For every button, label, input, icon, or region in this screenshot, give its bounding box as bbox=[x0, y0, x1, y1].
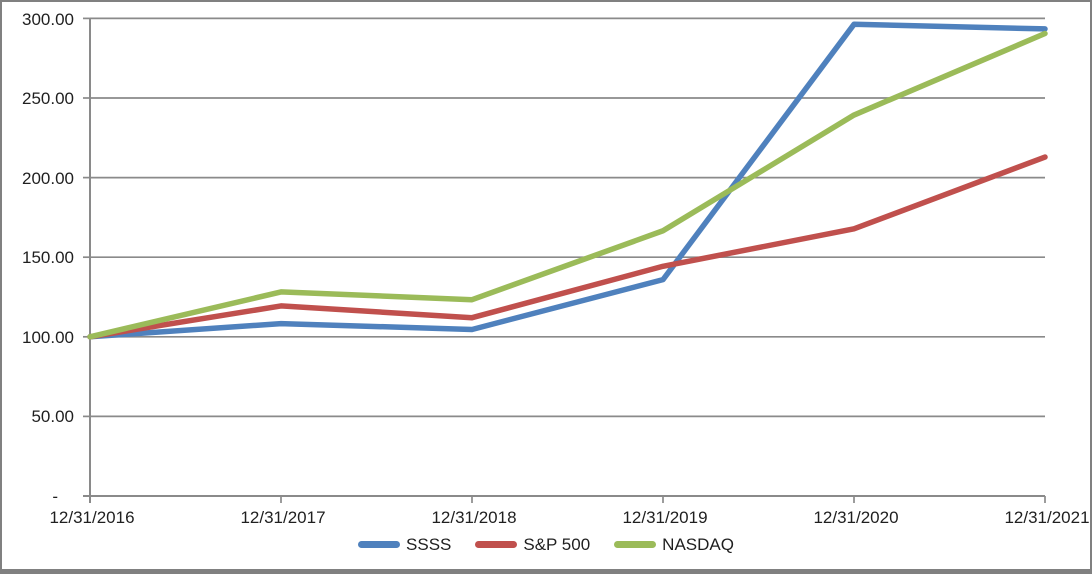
y-tick-label: 100.00 bbox=[22, 328, 74, 347]
y-tick-label: 50.00 bbox=[31, 407, 74, 426]
legend-item-sp500: S&P 500 bbox=[475, 535, 590, 554]
x-tick-label: 12/31/2018 bbox=[431, 508, 517, 527]
x-tick-label: 12/31/2017 bbox=[240, 508, 326, 527]
legend-item-ssss: SSSS bbox=[358, 535, 451, 554]
x-tick-label: 12/31/2019 bbox=[622, 508, 708, 527]
x-tick-label: 12/31/2020 bbox=[813, 508, 899, 527]
x-tick-label: 12/31/2021 bbox=[1004, 508, 1090, 527]
series-line-ssss bbox=[87, 21, 1048, 340]
series-line-nasdaq bbox=[87, 30, 1048, 340]
chart-legend: SSSS S&P 500 NASDAQ bbox=[2, 535, 1090, 554]
legend-swatch-ssss bbox=[358, 541, 401, 548]
x-tick-label: 12/31/2016 bbox=[49, 508, 135, 527]
y-tick-label: 300.00 bbox=[22, 10, 74, 29]
y-tick-label: 200.00 bbox=[22, 169, 74, 188]
legend-swatch-sp500 bbox=[475, 541, 518, 548]
legend-swatch-nasdaq bbox=[614, 541, 657, 548]
legend-item-nasdaq: NASDAQ bbox=[614, 535, 734, 554]
legend-label: SSSS bbox=[406, 535, 452, 554]
y-tick-label: - bbox=[52, 487, 58, 506]
legend-label: NASDAQ bbox=[662, 535, 734, 554]
y-tick-label: 250.00 bbox=[22, 89, 74, 108]
legend-label: S&P 500 bbox=[523, 535, 591, 554]
y-tick-label: 150.00 bbox=[22, 248, 74, 267]
series-line-s-p-500 bbox=[87, 154, 1048, 340]
